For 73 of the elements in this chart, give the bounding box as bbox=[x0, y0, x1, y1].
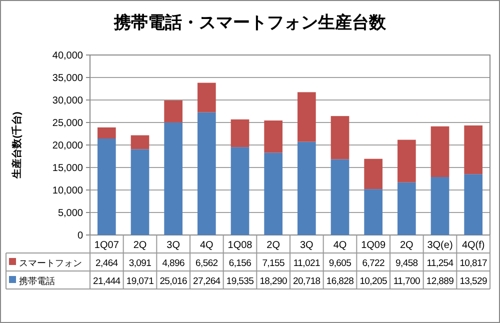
x-tick-label: 4Q(f) bbox=[462, 240, 485, 251]
x-tick-label: 1Q07 bbox=[94, 240, 120, 251]
bar bbox=[398, 140, 416, 182]
bar bbox=[230, 147, 250, 235]
x-tick-label: 3Q bbox=[300, 240, 314, 251]
chart-title: 携帯電話・スマートフォン生産台数 bbox=[113, 13, 387, 32]
bar bbox=[330, 159, 350, 235]
bar bbox=[164, 100, 182, 122]
bar bbox=[98, 127, 116, 138]
data-label: 2,464 bbox=[96, 258, 118, 269]
bar bbox=[230, 119, 250, 148]
x-tick-label: 2Q bbox=[266, 240, 280, 251]
bar bbox=[130, 135, 150, 150]
data-label: 3,091 bbox=[128, 258, 152, 269]
bar bbox=[130, 149, 150, 235]
x-tick-label: 3Q bbox=[166, 240, 180, 251]
data-label: 20,718 bbox=[293, 276, 320, 287]
data-label: 12,889 bbox=[426, 276, 454, 287]
data-label: 9,605 bbox=[328, 258, 352, 269]
data-label: 13,529 bbox=[460, 276, 487, 287]
data-label: 25,016 bbox=[160, 276, 187, 287]
legend-label: スマートフォン bbox=[19, 258, 82, 268]
bar bbox=[298, 92, 316, 142]
y-tick-label: 20,000 bbox=[52, 140, 84, 152]
bar bbox=[98, 138, 116, 235]
data-label: 19,535 bbox=[226, 276, 254, 287]
data-label: 6,156 bbox=[228, 258, 252, 269]
data-label: 27,264 bbox=[193, 276, 220, 287]
bar bbox=[198, 112, 216, 235]
bar bbox=[330, 116, 350, 160]
data-label: 11,700 bbox=[393, 276, 420, 287]
data-label: 11,254 bbox=[426, 258, 454, 269]
bar bbox=[430, 177, 450, 235]
data-label: 6,562 bbox=[196, 258, 218, 269]
bar bbox=[264, 120, 282, 153]
bar bbox=[398, 182, 416, 235]
data-label: 18,290 bbox=[260, 276, 287, 287]
y-axis-title: 生産台数(千台) bbox=[11, 112, 23, 180]
bar bbox=[264, 152, 282, 235]
y-tick-label: 30,000 bbox=[52, 96, 84, 106]
data-label: 10,817 bbox=[460, 258, 487, 269]
data-label: 16,828 bbox=[326, 276, 354, 287]
y-tick-label: 5,000 bbox=[58, 208, 84, 219]
bar bbox=[198, 82, 216, 112]
bar bbox=[464, 174, 482, 235]
data-label: 7,155 bbox=[262, 258, 284, 269]
x-tick-label: 1Q09 bbox=[361, 240, 386, 251]
y-tick-label: 25,000 bbox=[52, 118, 84, 129]
bar bbox=[164, 122, 182, 235]
bar bbox=[298, 142, 316, 235]
data-label: 19,071 bbox=[126, 276, 154, 287]
y-tick-label: 0 bbox=[77, 230, 84, 242]
x-tick-label: 4Q bbox=[200, 240, 214, 251]
data-label: 21,444 bbox=[93, 276, 120, 287]
legend-label: 携帯電話 bbox=[19, 276, 55, 286]
data-label: 6,722 bbox=[362, 258, 384, 269]
data-label: 9,458 bbox=[396, 258, 418, 269]
y-tick-label: 40,000 bbox=[52, 50, 84, 62]
data-label: 10,205 bbox=[360, 276, 387, 287]
y-tick-label: 10,000 bbox=[52, 186, 84, 196]
y-tick-label: 35,000 bbox=[52, 73, 84, 84]
bar bbox=[464, 125, 482, 174]
bar bbox=[364, 189, 382, 235]
x-tick-label: 2Q bbox=[400, 240, 414, 251]
x-tick-label: 3Q(e) bbox=[427, 240, 453, 251]
x-tick-label: 2Q bbox=[133, 240, 147, 251]
y-tick-label: 15,000 bbox=[52, 163, 84, 174]
x-tick-label: 4Q bbox=[333, 240, 347, 251]
x-tick-label: 1Q08 bbox=[228, 240, 253, 251]
bar bbox=[430, 126, 450, 177]
data-label: 11,021 bbox=[293, 258, 320, 269]
bar bbox=[364, 158, 382, 190]
data-label: 4,896 bbox=[162, 258, 184, 269]
